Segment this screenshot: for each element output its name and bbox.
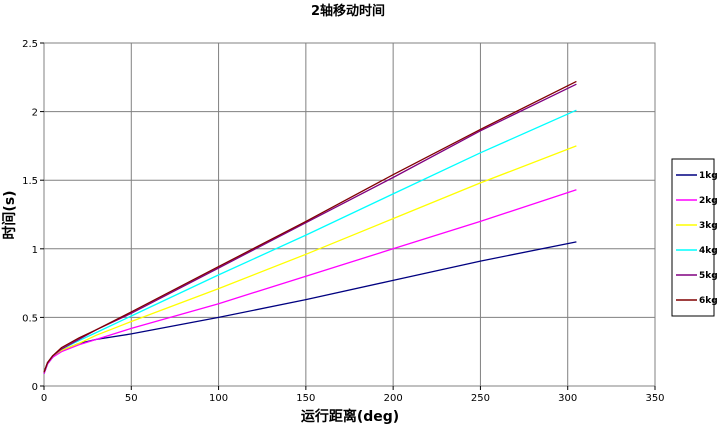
y-axis-ticks: 0 0.5 1 1.5 2 2.5 [22, 39, 44, 393]
series-lines [43, 80, 577, 374]
y-tick-label: 2 [32, 108, 38, 119]
legend-label-5kg: 5kg [699, 271, 718, 281]
x-tick-label: 0 [41, 393, 47, 404]
x-tick-label: 100 [209, 393, 228, 404]
chart-title: 2轴移动时间 [311, 3, 385, 19]
x-tick-label: 300 [558, 393, 577, 404]
legend-label-4kg: 4kg [699, 246, 718, 256]
y-tick-label: 1 [32, 245, 38, 256]
legend-label-3kg: 3kg [699, 221, 718, 231]
x-tick-label: 150 [296, 393, 315, 404]
y-tick-label: 0.5 [22, 313, 38, 324]
legend-label-2kg: 2kg [699, 196, 718, 206]
x-axis-label: 运行距离(deg) [301, 408, 399, 425]
y-tick-label: 2.5 [22, 39, 38, 50]
x-tick-label: 50 [125, 393, 138, 404]
x-axis-ticks: 0 50 100 150 200 250 300 350 [41, 386, 665, 404]
series-line-2kg [43, 189, 577, 374]
y-tick-label: 0 [32, 382, 38, 393]
legend: 1kg 2kg 3kg 4kg 5kg 6kg [671, 158, 718, 317]
series-line-6kg [43, 80, 577, 373]
y-axis-label: 时间(s) [1, 190, 18, 239]
x-tick-label: 350 [645, 393, 664, 404]
legend-label-1kg: 1kg [699, 171, 718, 181]
legend-label-6kg: 6kg [699, 296, 718, 306]
y-tick-label: 1.5 [22, 176, 38, 187]
x-tick-label: 200 [384, 393, 403, 404]
x-tick-label: 250 [471, 393, 490, 404]
legend-box [671, 158, 715, 317]
